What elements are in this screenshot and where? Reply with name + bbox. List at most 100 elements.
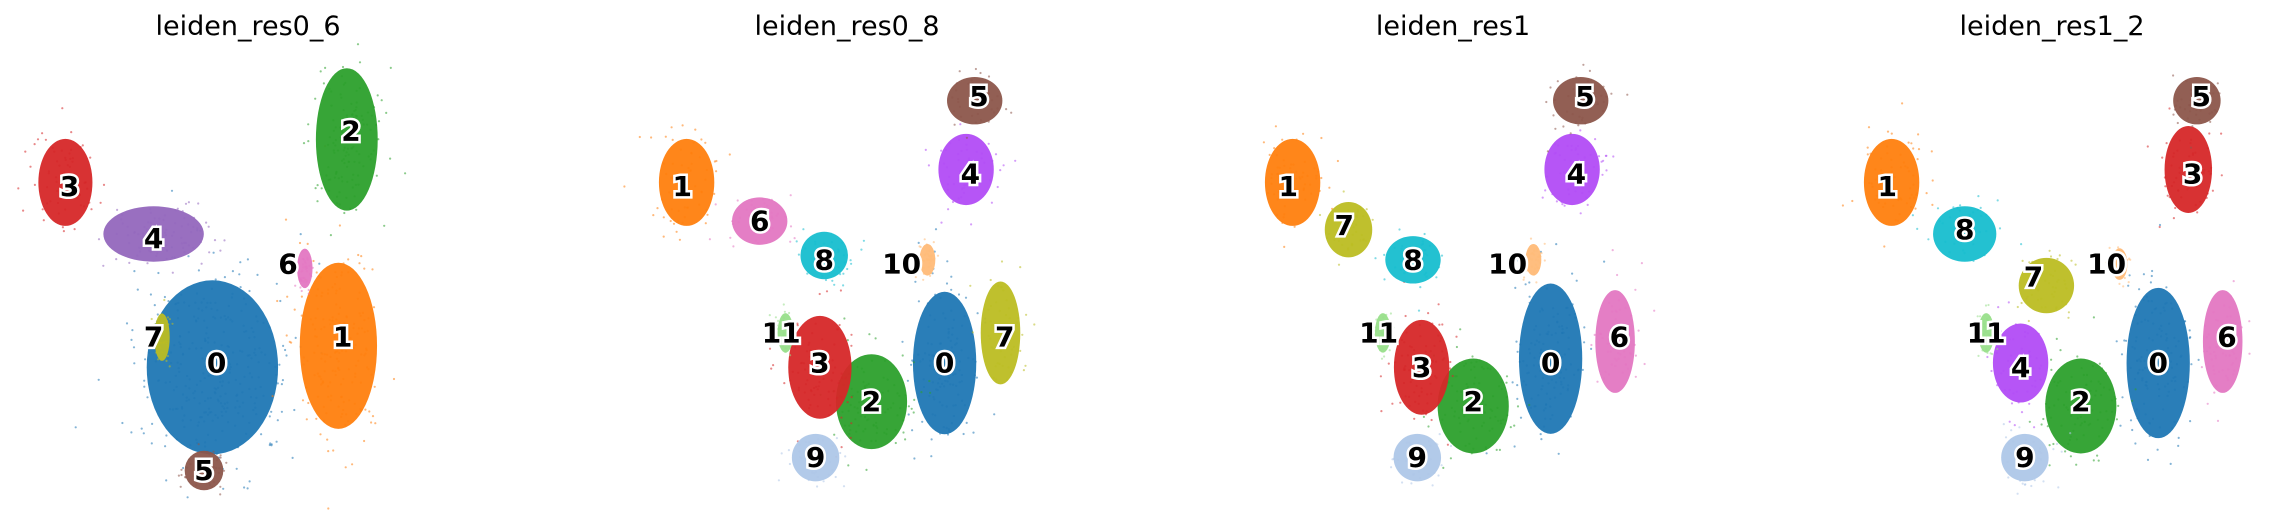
cluster-4-point (2017, 368, 2021, 371)
cluster-0-point (187, 331, 190, 334)
cluster-7-point (2051, 274, 2055, 278)
cluster-7-point (159, 341, 163, 344)
cluster-1-point (1292, 163, 1295, 166)
cluster-0-point (227, 345, 230, 349)
cluster-2-point (1463, 415, 1466, 418)
cluster-0-point (275, 440, 278, 443)
cluster-1-point (1317, 170, 1320, 173)
cluster-8-point (1956, 237, 1959, 240)
cluster-9-point (2016, 492, 2019, 495)
cluster-1-point (271, 395, 274, 398)
cluster-0-point (1537, 394, 1540, 397)
cluster-0-point (151, 422, 154, 425)
cluster-0-point (176, 438, 179, 441)
cluster-6-point (2234, 326, 2238, 329)
cluster-7-point (1356, 208, 1359, 211)
cluster-1-point (686, 195, 689, 198)
cluster-6-point (766, 204, 769, 207)
cluster-1-point (1310, 192, 1313, 195)
cluster-0-point (189, 419, 192, 422)
cluster-3-point (2199, 200, 2202, 203)
cluster-1-point (665, 172, 668, 176)
cluster-3-point (2190, 160, 2193, 163)
cluster-9-point (807, 441, 811, 444)
cluster-8-point (1423, 273, 1426, 276)
cluster-5-point (179, 485, 182, 488)
cluster-0-point (1547, 324, 1550, 327)
cluster-0-point (257, 376, 260, 379)
cluster-3-point (813, 393, 816, 396)
cluster-9-point (2012, 440, 2015, 443)
cluster-11-point (784, 350, 787, 353)
cluster-0-point (1528, 295, 1531, 298)
cluster-0-point (206, 301, 209, 304)
cluster-2-point (1473, 403, 1476, 406)
cluster-3-point (2174, 206, 2177, 210)
cluster-4-point (116, 208, 119, 211)
cluster-label-3: 3 (1412, 351, 1431, 384)
cluster-0-point (2134, 340, 2137, 343)
cluster-9-point (2010, 429, 2013, 432)
cluster-5-point (2173, 108, 2177, 111)
cluster-5-point (1602, 109, 1605, 113)
cluster-0-point (2156, 448, 2159, 451)
cluster-0-point (246, 487, 249, 490)
cluster-7-point (2054, 269, 2057, 272)
cluster-0-point (130, 431, 133, 434)
cluster-0-point (179, 346, 182, 349)
cluster-3-point (850, 333, 853, 336)
cluster-0-point (260, 433, 263, 436)
cluster-0-point (214, 439, 217, 442)
cluster-0-point (913, 457, 916, 460)
cluster-8-point (1952, 206, 1955, 209)
cluster-0-points (2126, 287, 2190, 439)
cluster-6-point (793, 237, 796, 240)
cluster-2-point (893, 384, 896, 387)
cluster-0-point (195, 347, 198, 350)
cluster-1-point (334, 283, 337, 286)
cluster-2-point (1470, 452, 1473, 455)
cluster-0-point (2148, 434, 2151, 438)
cluster-11-point (780, 337, 783, 340)
cluster-4-point (971, 179, 974, 182)
cluster-0-point (171, 408, 175, 411)
cluster-6-point (770, 211, 773, 214)
cluster-9 (1390, 433, 1453, 487)
cluster-3-point (71, 160, 74, 163)
cluster-1-point (1282, 185, 1285, 188)
cluster-9-point (2037, 457, 2040, 460)
cluster-4-point (983, 161, 986, 164)
cluster-0-point (1528, 352, 1532, 355)
cluster-8-point (814, 243, 817, 246)
cluster-4-point (980, 152, 983, 155)
cluster-5-point (206, 472, 209, 475)
cluster-6-point (1610, 326, 1613, 329)
cluster-3-point (797, 371, 800, 374)
cluster-2-point (1467, 404, 1470, 407)
cluster-0-point (236, 363, 239, 366)
cluster-11-point (776, 340, 779, 343)
cluster-8-points (1933, 206, 1997, 262)
cluster-8-point (1398, 228, 1401, 231)
cluster-0-point (1565, 368, 1568, 371)
cluster-5-point (2192, 107, 2195, 110)
cluster-1-point (342, 262, 345, 265)
cluster-2-point (350, 102, 353, 105)
cluster-8-point (1414, 256, 1417, 259)
cluster-2-point (2050, 368, 2053, 371)
cluster-0-point (1553, 386, 1556, 389)
cluster-2-point (1451, 384, 1454, 387)
cluster-5-point (219, 493, 222, 496)
cluster-11-point (1982, 322, 1985, 325)
cluster-1-point (1273, 193, 1276, 196)
cluster-1-point (1890, 170, 1893, 173)
cluster-0-point (1539, 369, 1542, 372)
cluster-10-point (1540, 252, 1543, 255)
cluster-10-point (1526, 254, 1529, 258)
cluster-0-point (2189, 336, 2192, 339)
cluster-10-point (2114, 267, 2117, 270)
cluster-0-point (2160, 335, 2163, 338)
cluster-5-point (1594, 95, 1597, 98)
cluster-4-point (1579, 212, 1582, 215)
cluster-10-point (917, 261, 920, 265)
